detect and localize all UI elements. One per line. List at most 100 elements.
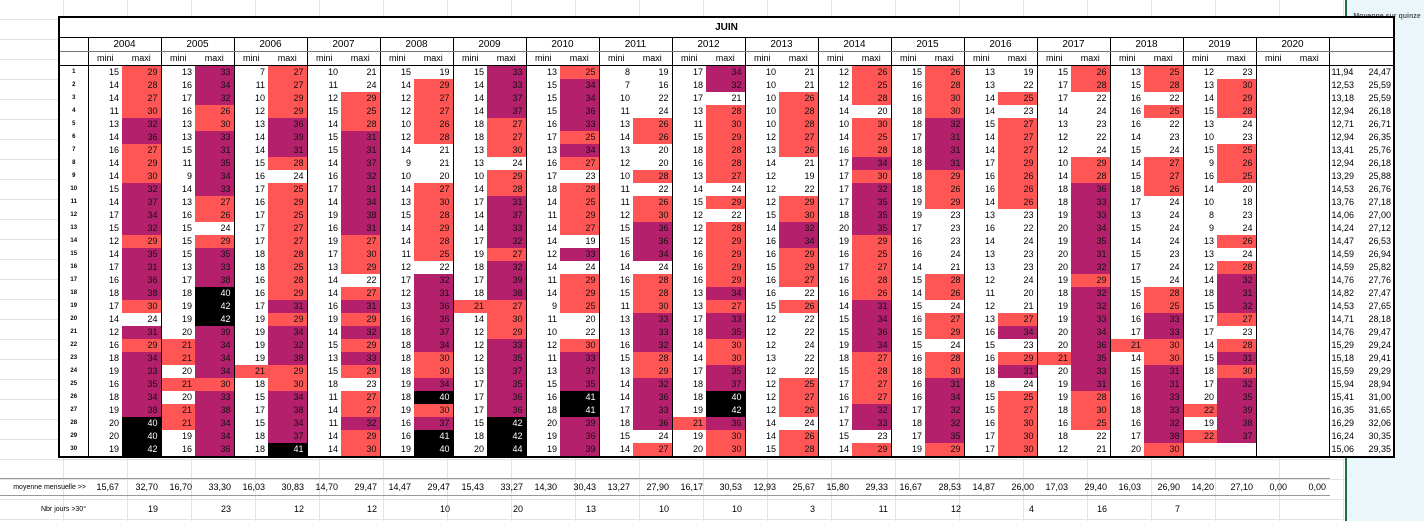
min-cell[interactable]: 12 <box>234 105 268 118</box>
max-cell[interactable]: 32 <box>1071 287 1111 300</box>
max-cell[interactable]: 24 <box>1144 235 1184 248</box>
min-cell[interactable]: 15 <box>453 417 487 430</box>
max-cell[interactable]: 32 <box>341 170 381 183</box>
min-cell[interactable]: 15 <box>1110 248 1144 261</box>
max-cell[interactable]: 31 <box>268 144 308 157</box>
min-cell[interactable]: 19 <box>380 404 414 417</box>
min-cell[interactable]: 15 <box>234 391 268 404</box>
min-cell[interactable]: 14 <box>453 313 487 326</box>
max-cell[interactable]: 34 <box>195 79 235 92</box>
max-cell[interactable]: 25 <box>341 105 381 118</box>
max-cell[interactable]: 24 <box>998 235 1038 248</box>
max-cell[interactable]: 21 <box>998 300 1038 313</box>
max-cell[interactable]: 22 <box>1071 92 1111 105</box>
max-cell[interactable] <box>1290 222 1330 235</box>
min-cell[interactable]: 17 <box>234 222 268 235</box>
max-cell[interactable]: 30 <box>122 300 162 313</box>
min-cell[interactable]: 17 <box>818 378 852 391</box>
max-cell[interactable]: 32 <box>779 222 819 235</box>
max-cell[interactable]: 24 <box>1217 222 1257 235</box>
max-cell[interactable]: 30 <box>925 92 965 105</box>
max-cell[interactable]: 20 <box>998 287 1038 300</box>
max-cell[interactable]: 29 <box>706 196 746 209</box>
min-cell[interactable]: 13 <box>599 118 633 131</box>
max-cell[interactable]: 33 <box>487 339 527 352</box>
min-cell[interactable]: 18 <box>891 170 925 183</box>
min-cell[interactable]: 16 <box>88 378 122 391</box>
min-cell[interactable]: 14 <box>745 157 779 170</box>
day-label[interactable]: 20 <box>59 313 89 326</box>
max-cell[interactable]: 28 <box>268 274 308 287</box>
monthly-average-min[interactable]: 14,47 <box>381 478 415 496</box>
monthly-average-min[interactable]: 0,00 <box>1257 478 1291 496</box>
max-cell[interactable]: 37 <box>414 417 454 430</box>
avg-max-cell[interactable]: 27,00 <box>1368 210 1391 220</box>
max-cell[interactable]: 41 <box>560 391 600 404</box>
min-cell[interactable]: 13 <box>453 157 487 170</box>
avg-max-cell[interactable]: 25,82 <box>1368 262 1391 272</box>
max-cell[interactable]: 29 <box>122 65 162 79</box>
min-cell[interactable]: 15 <box>964 391 998 404</box>
max-cell[interactable]: 24 <box>487 157 527 170</box>
max-cell[interactable]: 31 <box>341 144 381 157</box>
avg-max-cell[interactable]: 29,24 <box>1368 340 1391 350</box>
min-cell[interactable]: 15 <box>964 339 998 352</box>
min-cell[interactable]: 13 <box>964 65 998 79</box>
min-cell[interactable]: 20 <box>1037 248 1071 261</box>
min-cell[interactable]: 19 <box>526 430 560 443</box>
max-cell[interactable]: 38 <box>195 274 235 287</box>
min-cell[interactable]: 16 <box>234 287 268 300</box>
min-cell[interactable]: 16 <box>891 352 925 365</box>
max-cell[interactable]: 34 <box>195 365 235 378</box>
min-cell[interactable]: 18 <box>964 378 998 391</box>
min-cell[interactable]: 17 <box>818 183 852 196</box>
max-cell[interactable]: 29 <box>122 339 162 352</box>
avg-max-cell[interactable]: 27,76 <box>1368 275 1391 285</box>
max-cell[interactable]: 21 <box>925 261 965 274</box>
min-cell[interactable]: 11 <box>526 352 560 365</box>
min-cell[interactable]: 16 <box>526 391 560 404</box>
max-cell[interactable]: 24 <box>925 339 965 352</box>
min-cell[interactable]: 17 <box>1183 326 1217 339</box>
min-cell[interactable]: 19 <box>88 443 122 457</box>
min-cell[interactable]: 18 <box>380 365 414 378</box>
min-cell[interactable]: 14 <box>380 222 414 235</box>
min-cell[interactable]: 10 <box>453 170 487 183</box>
min-cell[interactable]: 16 <box>161 443 195 457</box>
min-cell[interactable]: 19 <box>161 313 195 326</box>
max-cell[interactable]: 27 <box>341 235 381 248</box>
min-cell[interactable]: 15 <box>891 300 925 313</box>
monthly-average-min[interactable]: 16,17 <box>673 478 707 496</box>
min-cell[interactable]: 16 <box>964 170 998 183</box>
max-cell[interactable]: 26 <box>195 105 235 118</box>
max-cell[interactable] <box>1290 352 1330 365</box>
year-header[interactable]: 2016 <box>964 37 1038 52</box>
min-cell[interactable]: 14 <box>964 196 998 209</box>
max-cell[interactable]: 28 <box>633 352 673 365</box>
min-cell[interactable]: 10 <box>745 65 779 79</box>
max-cell[interactable]: 32 <box>268 339 308 352</box>
min-cell[interactable]: 13 <box>1183 118 1217 131</box>
min-cell[interactable]: 14 <box>234 144 268 157</box>
min-cell[interactable]: 15 <box>1110 144 1144 157</box>
min-cell[interactable]: 14 <box>453 79 487 92</box>
max-header[interactable]: maxi <box>706 51 746 66</box>
max-cell[interactable]: 31 <box>487 196 527 209</box>
max-cell[interactable] <box>1290 287 1330 300</box>
max-cell[interactable]: 29 <box>487 326 527 339</box>
days-spacer-cell[interactable] <box>1111 501 1145 517</box>
min-cell[interactable]: 19 <box>88 404 122 417</box>
max-cell[interactable]: 27 <box>560 222 600 235</box>
max-cell[interactable]: 27 <box>487 248 527 261</box>
max-cell[interactable]: 23 <box>1217 131 1257 144</box>
max-cell[interactable]: 24 <box>1144 222 1184 235</box>
avg-max-cell[interactable]: 27,47 <box>1368 288 1391 298</box>
min-cell[interactable]: 15 <box>234 157 268 170</box>
min-cell[interactable]: 20 <box>1037 365 1071 378</box>
avg-max-cell[interactable]: 25,59 <box>1368 93 1391 103</box>
min-header[interactable]: mini <box>680 53 698 63</box>
days-spacer-cell[interactable] <box>381 501 415 517</box>
min-cell[interactable]: 20 <box>526 417 560 430</box>
max-cell[interactable]: 27 <box>1144 170 1184 183</box>
days-over-30-value[interactable] <box>1218 501 1257 517</box>
